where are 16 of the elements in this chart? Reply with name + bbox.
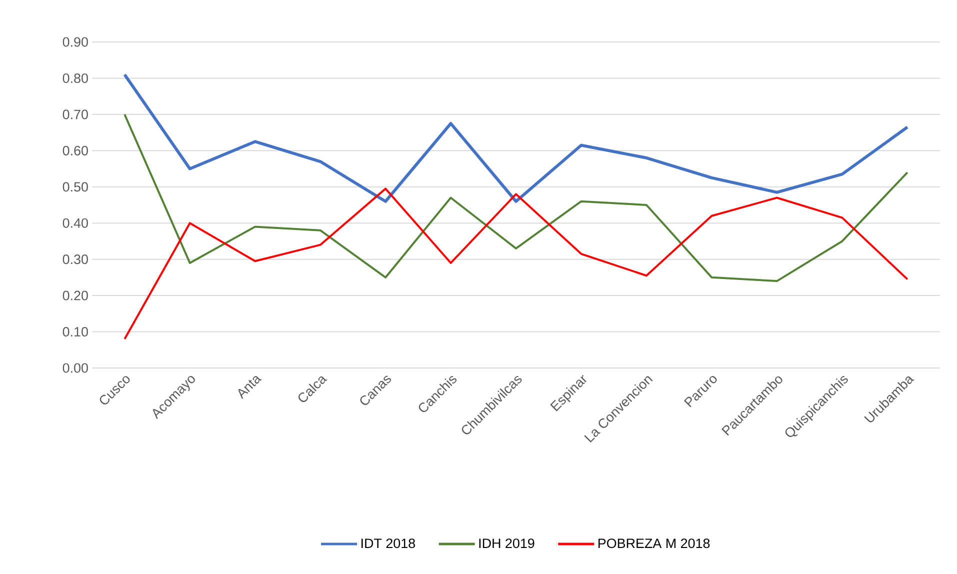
y-tick-label: 0.30 [62, 254, 88, 264]
line-series [123, 73, 909, 203]
y-tick-label: 0.90 [62, 37, 88, 47]
y-tick-label: 0.60 [62, 146, 88, 156]
line-series [124, 188, 908, 340]
y-tick-label: 0.20 [62, 290, 88, 300]
y-tick-label: 0.00 [62, 363, 88, 373]
legend-label: IDH 2019 [479, 538, 534, 548]
legend-label: POBREZA M 2018 [598, 538, 710, 548]
y-tick-label: 0.40 [62, 218, 88, 228]
y-tick-label: 0.10 [62, 327, 88, 337]
y-tick-label: 0.70 [62, 110, 88, 120]
y-tick-label: 0.80 [62, 73, 88, 83]
line-series [124, 113, 908, 282]
y-tick-label: 0.50 [62, 182, 88, 192]
legend-label: IDT 2018 [362, 538, 415, 548]
